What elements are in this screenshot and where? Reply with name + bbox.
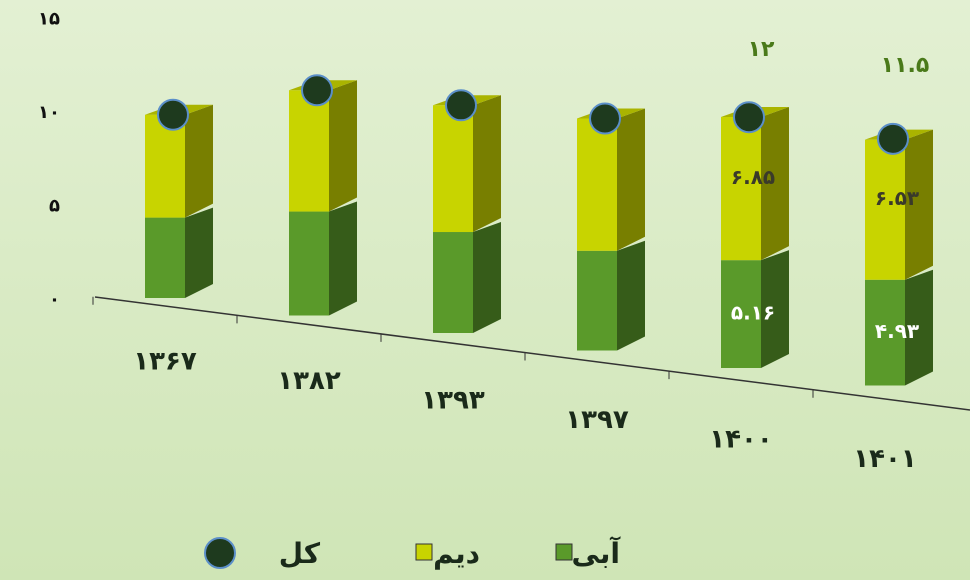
value-label: ۵.۱۶ [731,301,775,325]
bar-segment [145,114,185,218]
bar-side [329,80,357,212]
value-label: ۶.۵۳ [875,186,919,210]
bar-segment [433,232,473,333]
bar-segment [577,250,617,351]
bar-segment [865,139,905,280]
total-marker [157,98,189,131]
bar-segment [721,260,761,368]
y-tick-label: ۰ [49,289,60,310]
value-label: ۴.۹۳ [875,319,919,343]
bar-segment [145,217,185,298]
legend-marker [415,543,433,561]
total-marker [301,74,333,107]
floor-axis [94,296,970,411]
legend-marker [555,543,573,561]
total-marker [733,101,765,134]
legend-label: کل [279,537,321,570]
legend-marker [204,537,236,569]
y-tick-label: ۱۵ [38,9,60,30]
bar-side [185,207,213,298]
x-tick-label: ۱۳۸۲ [277,366,341,396]
x-tick-label: ۱۳۹۳ [421,386,485,416]
total-marker [877,122,909,155]
x-tick-label: ۱۳۶۷ [133,347,197,377]
bar-side [905,269,933,386]
value-label: ۶.۸۵ [731,165,775,189]
total-label: ۱۱.۵ [881,53,930,78]
bar-side [761,106,789,261]
bar-segment [289,90,329,212]
bar-side [905,129,933,280]
bar-side [185,104,213,218]
legend-label: دیم [433,537,480,570]
x-tick-label: ۱۴۰۱ [853,444,916,474]
bar-segment [289,211,329,316]
bar-segment [577,118,617,251]
bar-side [473,95,501,233]
total-marker [445,89,477,122]
x-tick-label: ۱۴۰۰ [709,425,772,455]
total-label: ۱۲ [748,37,775,62]
total-marker [589,102,621,135]
legend-label: آبی [572,536,622,570]
x-tick-label: ۱۳۹۷ [565,405,629,435]
y-tick-label: ۵ [49,196,60,217]
bar-segment [433,105,473,233]
y-tick-label: ۱۰ [38,102,60,123]
bar-side [329,201,357,316]
bar-segment [865,279,905,386]
bar-side [617,240,645,351]
bar-side [617,108,645,251]
bar-side [761,250,789,368]
bar-segment [721,116,761,261]
bar-side [473,222,501,333]
